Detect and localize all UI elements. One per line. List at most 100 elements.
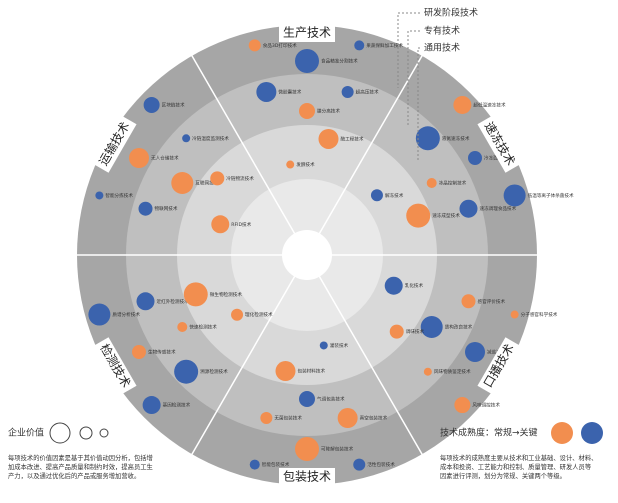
bubble-label: 微胶囊技术: [278, 88, 301, 95]
bubble: [249, 459, 260, 470]
legend-label: 通用技术: [424, 42, 460, 54]
sector-label-bg: [477, 115, 522, 173]
sector-label-bg: [92, 337, 137, 395]
leader: [417, 47, 420, 160]
note-line: 产力，以及通过优化后的产品或服务增加营收。: [8, 471, 140, 480]
bubble-label: 酶工程技术: [341, 135, 364, 142]
bubble-label: 智能分拣技术: [105, 192, 133, 199]
bubble: [142, 396, 161, 415]
bubble-label: 冷链温度监测技术: [192, 135, 229, 142]
note-line: 加成本改进、提高产品质量和制约时效，提高员工生: [8, 462, 153, 471]
bubble: [461, 294, 476, 309]
bubble-label: 智能包装技术: [262, 461, 290, 468]
bubble: [295, 437, 319, 461]
bubble: [260, 412, 273, 425]
bubble: [341, 85, 354, 98]
bubble: [420, 316, 443, 338]
bubble-label: 分子感官科学技术: [521, 311, 558, 318]
sector-label-bg: [279, 24, 335, 42]
bubble: [389, 324, 404, 339]
bubble-label: 灌装技术: [330, 342, 349, 349]
bubble-label: 速冻成型技术: [432, 212, 460, 219]
divider: [190, 53, 308, 256]
legend-title: 技术成熟度：常规→关键: [440, 427, 538, 439]
color-key: [551, 422, 573, 444]
bubble: [299, 391, 315, 407]
bubble-label: 无人仓储技术: [151, 155, 179, 162]
bubble-label: 速冻调理食品技术: [479, 205, 516, 212]
bubble-label: 感官评价技术: [477, 298, 505, 305]
bubble-label: 风味调控技术: [472, 402, 500, 409]
size-key: [49, 422, 71, 444]
bubble-label: 液氮速冻技术: [442, 135, 470, 142]
bubble-label: 乳化技术: [405, 282, 424, 289]
bubble-label: 解冻技术: [385, 192, 404, 199]
sector-label: 生产技术: [283, 26, 331, 40]
divider: [190, 254, 308, 457]
sector-label-bg: [92, 115, 137, 173]
sector-label: 包装技术: [283, 470, 331, 484]
bubble: [503, 184, 526, 207]
sector-label-bg: [477, 337, 522, 395]
bubble-label: 物联网技术: [155, 205, 178, 212]
bubble: [256, 81, 277, 102]
bubble: [275, 361, 296, 382]
size-key: [79, 426, 93, 440]
bubble: [465, 342, 486, 362]
legend-label: 研发阶段技术: [424, 7, 478, 19]
notes: 每项技术的价值因素是基于其价值动因分析，包括增加成本改进、提高产品质量和制约时效…: [8, 453, 597, 480]
bubble-label: 基因检测技术: [163, 402, 191, 409]
bubble-label: 区块链技术: [162, 101, 185, 108]
color-key: [581, 422, 603, 444]
bubble: [131, 345, 146, 359]
bubble-label: 发酵技术: [296, 161, 315, 168]
stage-legend: [397, 12, 420, 160]
bubble-label: 气调包装技术: [317, 396, 345, 403]
bubble-label: 真空包装技术: [360, 415, 388, 422]
bubble-label: 食品精准分割技术: [321, 58, 358, 65]
bubble: [354, 40, 365, 51]
bubble: [248, 39, 261, 52]
bubble: [318, 128, 339, 149]
bubble-label: 质谱分析技术: [112, 311, 140, 318]
bubble: [319, 341, 328, 350]
bubble-label: 微生物检测技术: [210, 291, 243, 298]
bubble: [177, 322, 188, 332]
bubble-label: 活性包装技术: [367, 461, 395, 468]
divider: [306, 254, 424, 457]
bubble-label: 快速检测技术: [189, 324, 217, 331]
bubble: [510, 310, 519, 319]
bubble: [174, 359, 199, 384]
bubble: [415, 126, 440, 151]
bubble: [183, 282, 208, 307]
bubble-label: 无菌包装技术: [274, 415, 302, 422]
bubble: [128, 148, 149, 168]
bubble: [143, 96, 160, 113]
bubble-label: 膜分离技术: [317, 108, 340, 115]
bubble: [384, 276, 403, 295]
bubble: [370, 189, 383, 202]
bubble-label: 食品3D打印技术: [263, 42, 297, 49]
dividers: [75, 53, 539, 457]
bubble: [211, 215, 230, 234]
bubble: [231, 308, 244, 321]
center: [282, 230, 332, 280]
note-line: 每项技术的成熟度主要从技术和工业基础、设计、材料、: [440, 453, 597, 462]
bubble-label: 低温等离子体杀菌技术: [528, 192, 574, 199]
leader: [407, 30, 420, 125]
bubble-label: 调味技术: [406, 328, 425, 335]
bubble: [210, 171, 225, 186]
bubble: [454, 397, 471, 414]
bubble: [182, 134, 191, 143]
bubble: [453, 95, 472, 114]
bubble-label: 果蔬保鲜加工技术: [366, 42, 403, 49]
bubble-label: 超高压技术: [356, 88, 379, 95]
bubble: [95, 191, 104, 200]
note-line: 成本和投资、工艺能力和控制、质量管理、研发人员等: [440, 462, 592, 471]
bubble-label: 超低温速冻技术: [473, 101, 506, 108]
legend-label: 专有技术: [424, 25, 460, 37]
bubble-label: RFID技术: [231, 221, 251, 228]
leader: [397, 12, 420, 88]
bubble: [286, 160, 295, 169]
